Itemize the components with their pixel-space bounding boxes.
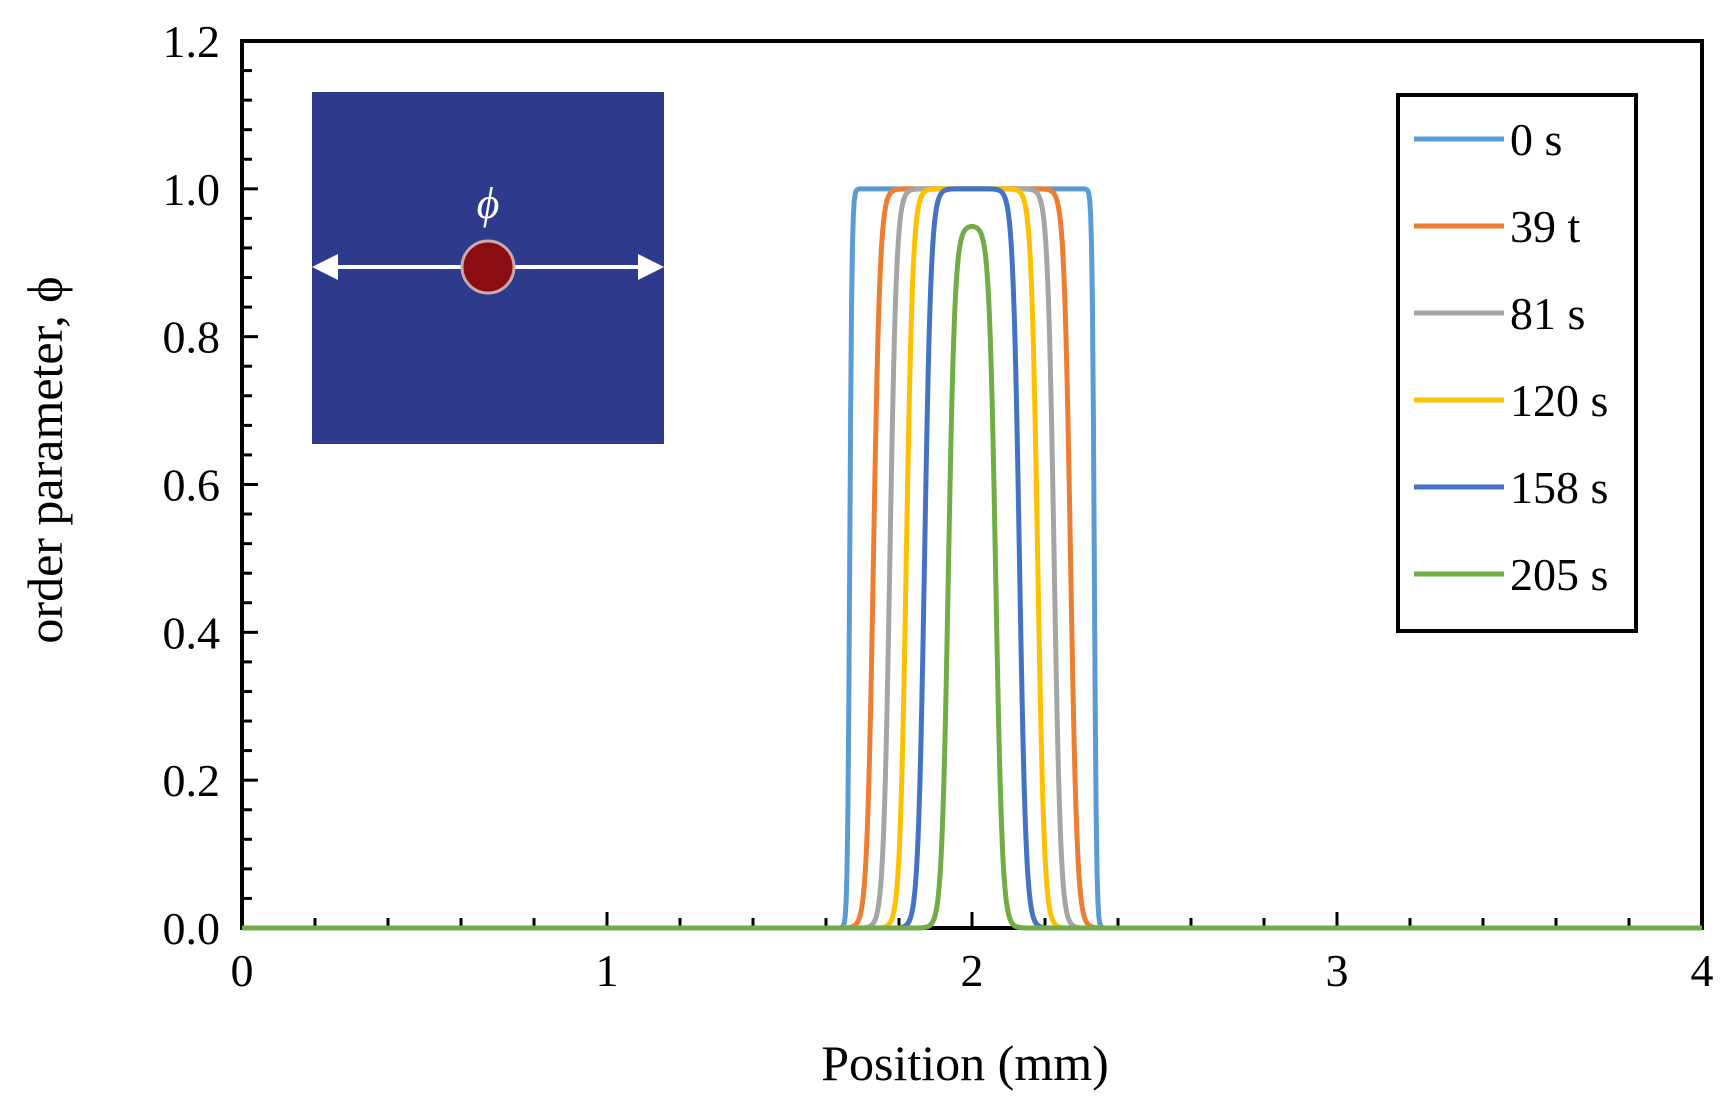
x-tick-label: 1 — [596, 945, 619, 996]
y-tick-label: 0.4 — [163, 607, 221, 658]
y-tick-label: 0.8 — [163, 312, 221, 363]
series-group — [240, 186, 1704, 931]
plot-area: 0.0 0.2 0.4 0.6 0.8 1.0 1.2 0 1 2 3 4 — [163, 16, 1714, 996]
y-tick-label: 0.6 — [163, 460, 221, 511]
legend-label: 205 s — [1510, 549, 1608, 600]
inset-symbol-label: ϕ — [477, 179, 500, 228]
y-axis-title: order parameter, ϕ — [17, 276, 73, 643]
y-tick-label: 0.0 — [163, 903, 221, 954]
legend-label: 120 s — [1510, 375, 1608, 426]
y-tick-label: 1.2 — [163, 16, 221, 67]
x-tick-label: 2 — [961, 945, 984, 996]
legend-label: 81 s — [1510, 288, 1585, 339]
x-axis-title: Position (mm) — [821, 1035, 1109, 1091]
legend-label: 158 s — [1510, 462, 1608, 513]
series-line-205-s — [240, 223, 1704, 931]
inset-image: ϕ — [312, 92, 664, 444]
y-tick-label: 0.2 — [163, 755, 221, 806]
legend-label: 0 s — [1510, 114, 1562, 165]
legend: 0 s 39 t 81 s 120 s 158 s 205 s — [1396, 93, 1638, 633]
legend-label: 39 t — [1510, 201, 1581, 252]
legend-box — [1396, 93, 1638, 633]
x-tick-label: 4 — [1691, 945, 1714, 996]
x-tick-label: 3 — [1326, 945, 1349, 996]
x-tick-label: 0 — [231, 945, 254, 996]
y-tick-label: 1.0 — [163, 164, 221, 215]
inset-particle — [460, 239, 516, 295]
inset-arrow-left-head — [312, 254, 338, 280]
inset-arrow-right-head — [638, 254, 664, 280]
